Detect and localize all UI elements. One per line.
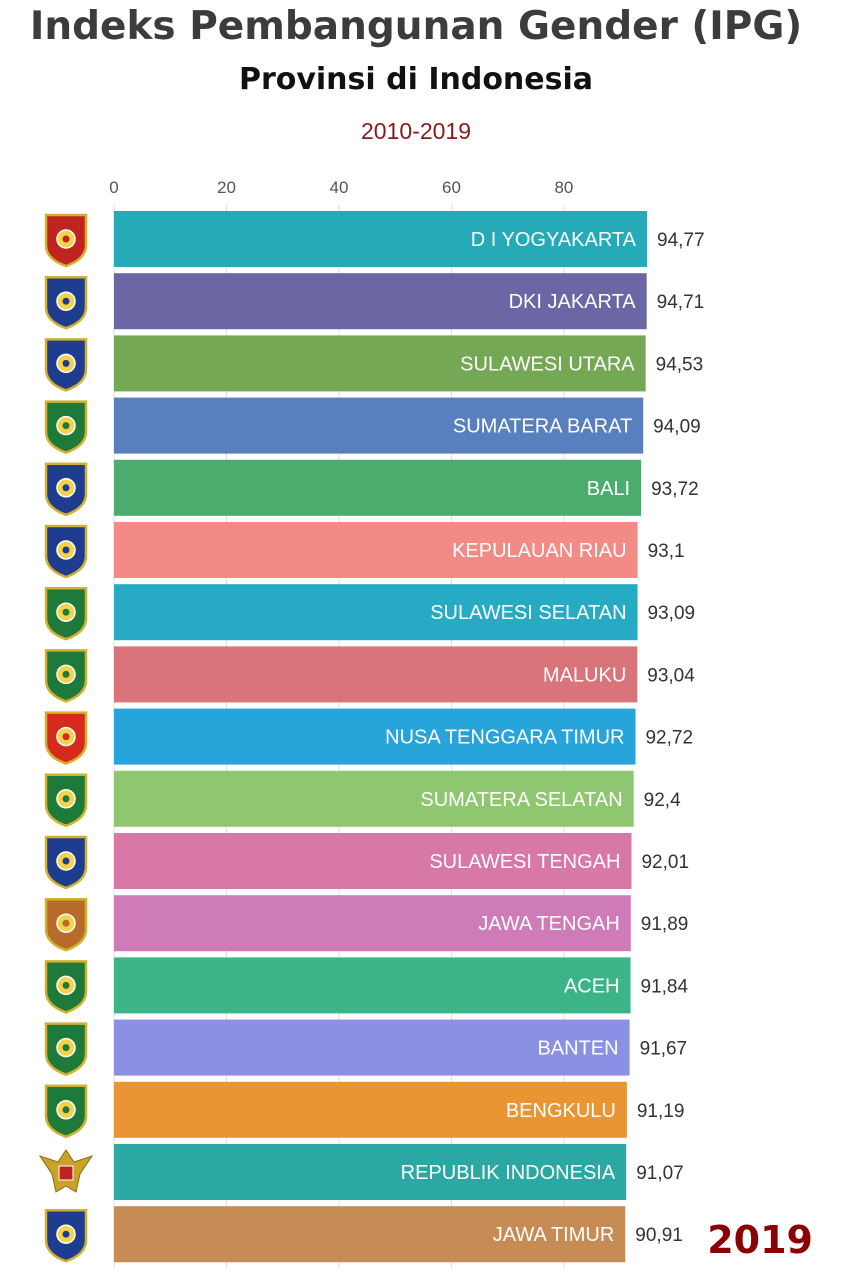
province-emblem-icon — [44, 524, 88, 579]
bar-category-label: BANTEN — [537, 1038, 618, 1060]
province-emblem-icon — [44, 897, 88, 952]
province-emblem-icon — [44, 400, 88, 454]
bar-category-label: NUSA TENGGARA TIMUR — [385, 727, 624, 749]
x-tick-label: 20 — [217, 178, 236, 197]
x-tick-label: 0 — [109, 178, 118, 197]
province-emblem-icon — [44, 1022, 88, 1076]
bar-value-label: 92,01 — [641, 852, 689, 873]
bar-category-label: BALI — [587, 478, 630, 500]
bar — [114, 1206, 626, 1263]
chart-subtitle: Provinsi di Indonesia — [238, 62, 594, 97]
province-emblem-icon — [44, 586, 88, 641]
bar — [114, 273, 647, 330]
chart-title: Indeks Pembangunan Gender (IPG) — [29, 4, 803, 49]
bar-value-label: 94,53 — [656, 354, 704, 375]
bar-category-label: SULAWESI SELATAN — [430, 602, 626, 624]
x-axis-ticks: 0 20 40 60 80 — [109, 178, 573, 197]
province-emblem-icon — [44, 960, 88, 1014]
province-emblem-icon — [44, 649, 88, 703]
bar-category-label: MALUKU — [543, 664, 626, 686]
bar — [114, 1019, 630, 1076]
bar — [114, 833, 632, 889]
bar — [114, 211, 647, 267]
bar-value-label: 92,72 — [645, 728, 693, 749]
bar — [114, 335, 646, 392]
bar-category-label: SUMATERA BARAT — [453, 416, 632, 438]
bar-value-label: 92,4 — [644, 790, 681, 811]
province-emblem-icon — [44, 711, 88, 765]
emblems — [38, 213, 94, 1263]
bar — [114, 708, 636, 765]
bar-value-label: 91,84 — [641, 976, 689, 997]
bar-category-label: JAWA TENGAH — [478, 913, 620, 935]
province-emblem-icon — [44, 462, 88, 517]
province-emblem-icon — [44, 338, 88, 392]
bar-value-label: 94,71 — [657, 292, 705, 313]
period-label: 2010-2019 — [361, 118, 471, 144]
bar — [114, 1081, 627, 1138]
bar-value-label: 93,72 — [651, 479, 699, 500]
province-emblem-icon — [44, 213, 88, 268]
x-tick-label: 60 — [442, 178, 461, 197]
bar-category-label: ACEH — [564, 975, 620, 997]
bar-value-label: 90,91 — [635, 1225, 683, 1246]
x-tick-label: 40 — [330, 178, 349, 197]
bar-category-label: D I YOGYAKARTA — [471, 229, 637, 251]
bar — [114, 459, 642, 516]
bar-value-label: 94,09 — [653, 417, 701, 438]
bar-category-label: JAWA TIMUR — [493, 1224, 614, 1246]
province-emblem-icon — [44, 1208, 88, 1263]
x-tick-label: 80 — [554, 178, 573, 197]
bar-value-label: 91,89 — [641, 914, 689, 935]
bar-category-label: SULAWESI TENGAH — [429, 851, 620, 873]
garuda-emblem-icon — [38, 1149, 94, 1193]
bar-category-label: DKI JAKARTA — [509, 291, 637, 313]
province-emblem-icon — [44, 835, 88, 890]
bar-category-label: SULAWESI UTARA — [460, 353, 635, 375]
bar — [114, 957, 631, 1014]
bar-value-label: 91,19 — [637, 1101, 685, 1122]
bar — [114, 646, 638, 703]
bar-category-label: KEPULAUAN RIAU — [452, 540, 627, 562]
bar-value-label: 91,67 — [640, 1039, 688, 1060]
bar — [114, 522, 638, 578]
bar-category-label: REPUBLIK INDONESIA — [401, 1162, 616, 1184]
bar-value-label: 94,77 — [657, 230, 705, 251]
bar-value-label: 93,04 — [647, 665, 695, 686]
current-year-label: 2019 — [707, 1218, 813, 1262]
bars: D I YOGYAKARTA 94,77 DKI JAKARTA 94,71 SULAW… — [114, 211, 705, 1263]
bar — [114, 584, 638, 641]
bar — [114, 770, 634, 827]
province-emblem-icon — [44, 1084, 88, 1139]
bar — [114, 895, 631, 952]
bar-value-label: 93,1 — [648, 541, 685, 562]
bar-value-label: 91,07 — [636, 1163, 684, 1184]
province-emblem-icon — [44, 773, 88, 828]
bar-category-label: SUMATERA SELATAN — [420, 789, 622, 811]
bar-value-label: 93,09 — [648, 603, 696, 624]
province-emblem-icon — [44, 275, 88, 330]
bar — [114, 1144, 627, 1200]
bar-category-label: BENGKULU — [506, 1100, 616, 1122]
bar — [114, 397, 644, 454]
